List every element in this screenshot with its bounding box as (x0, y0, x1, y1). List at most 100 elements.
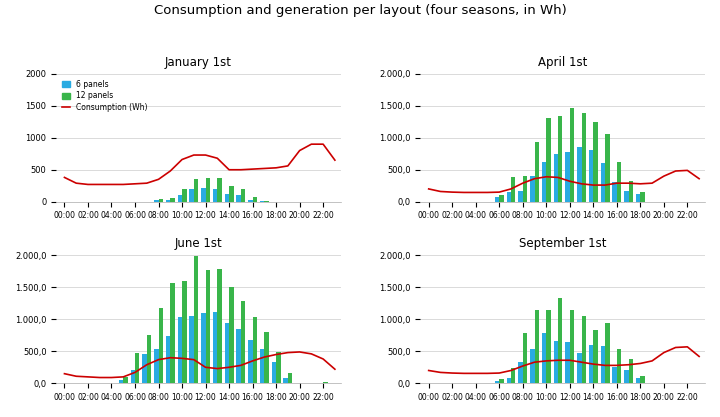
Bar (554, 341, 558, 383)
Bar (236, 195, 240, 202)
Bar (546, 310, 551, 383)
Bar (194, 256, 198, 383)
Title: September 1st: September 1st (519, 237, 606, 250)
Bar (541, 334, 546, 383)
Bar (605, 322, 610, 383)
Bar (600, 163, 605, 202)
Bar (617, 349, 621, 383)
Bar (240, 189, 246, 202)
Bar (264, 332, 269, 383)
Bar (143, 354, 147, 383)
Bar (201, 188, 205, 202)
Bar (260, 349, 264, 383)
Bar (119, 380, 123, 383)
Bar (217, 269, 222, 383)
Bar (589, 345, 593, 383)
Bar (182, 281, 186, 383)
Bar (213, 189, 217, 202)
Bar (170, 198, 175, 202)
Bar (640, 376, 645, 383)
Bar (495, 382, 499, 383)
Bar (530, 176, 534, 202)
Bar (605, 134, 610, 202)
Bar (523, 334, 527, 383)
Bar (582, 113, 586, 202)
Legend: 6 panels, 12 panels, Consumption (Wh): 6 panels, 12 panels, Consumption (Wh) (60, 78, 150, 114)
Bar (506, 192, 511, 202)
Bar (534, 142, 539, 202)
Bar (248, 340, 253, 383)
Bar (629, 181, 633, 202)
Bar (640, 192, 645, 202)
Bar (288, 373, 292, 383)
Bar (276, 352, 281, 383)
Bar (284, 377, 288, 383)
Bar (229, 186, 233, 202)
Text: Consumption and generation per layout (four seasons, in Wh): Consumption and generation per layout (f… (153, 4, 567, 17)
Bar (201, 313, 205, 383)
Bar (135, 353, 140, 383)
Bar (499, 379, 504, 383)
Bar (213, 311, 217, 383)
Bar (523, 176, 527, 202)
Bar (558, 116, 562, 202)
Bar (178, 195, 182, 202)
Bar (178, 317, 182, 383)
Bar (629, 359, 633, 383)
Bar (612, 182, 617, 202)
Bar (565, 152, 570, 202)
Bar (170, 283, 175, 383)
Bar (617, 162, 621, 202)
Bar (534, 310, 539, 383)
Bar (189, 189, 194, 202)
Bar (530, 349, 534, 383)
Bar (624, 370, 629, 383)
Bar (130, 370, 135, 383)
Bar (194, 179, 198, 202)
Bar (154, 349, 158, 383)
Bar (253, 197, 257, 202)
Bar (248, 200, 253, 202)
Bar (225, 323, 229, 383)
Bar (323, 382, 328, 383)
Title: January 1st: January 1st (165, 55, 232, 68)
Bar (495, 197, 499, 202)
Bar (240, 301, 246, 383)
Title: June 1st: June 1st (175, 237, 222, 250)
Bar (577, 147, 582, 202)
Bar (147, 335, 151, 383)
Bar (205, 178, 210, 202)
Bar (624, 191, 629, 202)
Bar (589, 150, 593, 202)
Bar (582, 316, 586, 383)
Bar (593, 329, 598, 383)
Bar (636, 194, 640, 202)
Bar (570, 310, 575, 383)
Bar (541, 162, 546, 202)
Bar (205, 270, 210, 383)
Bar (166, 336, 170, 383)
Bar (593, 123, 598, 202)
Bar (612, 367, 617, 383)
Bar (499, 195, 504, 202)
Bar (600, 346, 605, 383)
Title: April 1st: April 1st (538, 55, 588, 68)
Bar (570, 108, 575, 202)
Bar (166, 200, 170, 202)
Bar (154, 201, 158, 202)
Bar (518, 191, 523, 202)
Bar (271, 362, 276, 383)
Bar (225, 194, 229, 202)
Bar (636, 377, 640, 383)
Bar (577, 353, 582, 383)
Bar (182, 189, 186, 202)
Bar (554, 154, 558, 202)
Bar (558, 298, 562, 383)
Bar (189, 316, 194, 383)
Bar (217, 178, 222, 202)
Bar (565, 342, 570, 383)
Bar (546, 118, 551, 202)
Bar (236, 329, 240, 383)
Bar (264, 201, 269, 202)
Bar (123, 377, 127, 383)
